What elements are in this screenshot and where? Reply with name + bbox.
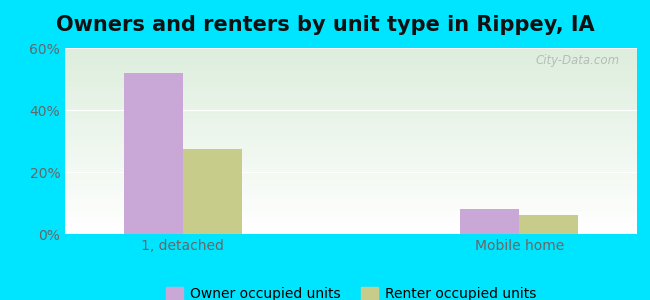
Bar xyxy=(183,149,242,234)
Bar xyxy=(124,73,183,234)
Bar xyxy=(519,215,578,234)
Legend: Owner occupied units, Renter occupied units: Owner occupied units, Renter occupied un… xyxy=(161,282,541,300)
Text: City-Data.com: City-Data.com xyxy=(536,54,620,67)
Text: Owners and renters by unit type in Rippey, IA: Owners and renters by unit type in Rippe… xyxy=(56,15,594,35)
Bar xyxy=(460,209,519,234)
